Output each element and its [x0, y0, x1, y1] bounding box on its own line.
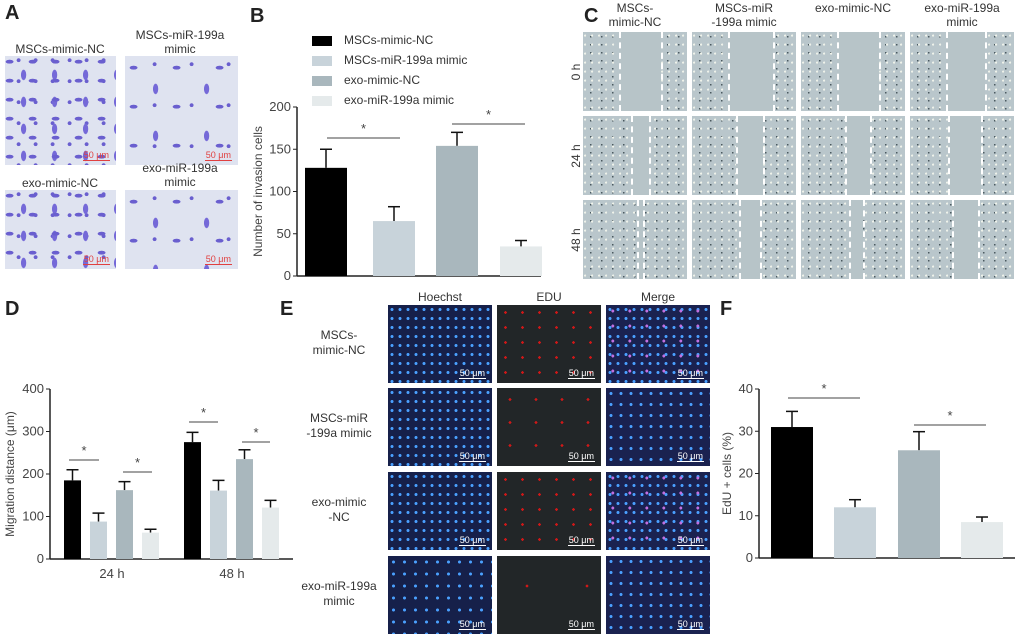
bar — [898, 450, 940, 558]
fluorescence-image: 50 μm — [606, 472, 710, 550]
x-tick-label: 48 h — [219, 566, 244, 581]
significance-star: * — [201, 405, 206, 420]
edu-column-label: Hoechst — [417, 290, 463, 304]
scratch-column-label: exo-mimic-NC — [815, 1, 891, 15]
legend-item-2: MSCs-miR-199a mimic — [312, 53, 467, 67]
panel-label-a: A — [5, 2, 20, 24]
y-axis-label: Migration distance (μm) — [3, 411, 17, 537]
fluorescence-image: 50 μm — [606, 305, 710, 383]
significance-star: * — [947, 408, 952, 423]
bar — [90, 521, 107, 559]
y-tick-label: 0 — [284, 268, 291, 283]
y-tick-label: 100 — [22, 509, 44, 524]
edu-column-label: Merge — [640, 290, 675, 304]
y-tick-label: 0 — [746, 550, 753, 565]
scratch-column-label: MSCs-miR -199a mimic — [711, 1, 777, 29]
fluorescence-image: 50 μm — [497, 472, 601, 550]
invasion-image-exo-mir199a: 50 μm — [125, 190, 238, 269]
panel-a-caption-3: exo-mimic-NC — [22, 176, 98, 190]
significance-star: * — [821, 381, 826, 396]
fluorescence-image: 50 μm — [388, 305, 492, 383]
bar — [236, 459, 253, 559]
y-tick-label: 100 — [269, 184, 291, 199]
scratch-image — [692, 116, 796, 195]
panel-a-caption-1: MSCs-mimic-NC — [15, 42, 105, 56]
panel-label-f: F — [720, 298, 733, 320]
y-tick-label: 30 — [739, 423, 753, 438]
fluorescence-image: 50 μm — [388, 556, 492, 634]
edu-column-label: EDU — [536, 290, 562, 304]
scratch-image — [583, 32, 687, 111]
legend-item-3: exo-mimic-NC — [312, 73, 420, 87]
bar — [64, 480, 81, 559]
y-tick-label: 20 — [739, 466, 753, 481]
bar — [305, 167, 347, 276]
y-tick-label: 10 — [739, 508, 753, 523]
y-tick-label: 40 — [739, 381, 753, 396]
invasion-image-mscs-mir199a: 50 μm — [125, 56, 238, 165]
y-tick-label: 400 — [22, 381, 44, 396]
significance-star: * — [135, 455, 140, 470]
fluorescence-image: 50 μm — [606, 388, 710, 466]
scratch-image — [583, 200, 687, 279]
y-tick-label: 200 — [269, 99, 291, 114]
scratch-image — [583, 116, 687, 195]
edu-row-label: exo-mimic -NC — [311, 495, 367, 524]
fluorescence-image: 50 μm — [497, 305, 601, 383]
scratch-image — [801, 200, 905, 279]
x-tick-label: 24 h — [99, 566, 124, 581]
fluorescence-image: 50 μm — [388, 472, 492, 550]
significance-star: * — [486, 107, 491, 122]
panel-label-c: C — [584, 5, 599, 27]
edu-row-label: exo-miR-199a mimic — [301, 579, 377, 608]
scratch-image — [910, 116, 1014, 195]
scratch-column-label: MSCs-mimic-NC — [608, 1, 662, 29]
fluorescence-image: 50 μm — [388, 388, 492, 466]
bar — [771, 427, 813, 558]
bar — [436, 145, 478, 276]
panel-label-e: E — [280, 298, 294, 320]
bar — [961, 522, 1003, 558]
bar — [834, 507, 876, 558]
bar — [184, 442, 201, 559]
panel-label-b: B — [250, 5, 265, 27]
legend-item-4: exo-miR-199a mimic — [312, 93, 454, 107]
y-tick-label: 50 — [277, 226, 291, 241]
fluorescence-image: 50 μm — [606, 556, 710, 634]
significance-star: * — [81, 443, 86, 458]
scratch-image — [910, 32, 1014, 111]
scratch-image — [910, 200, 1014, 279]
scratch-column-label: exo-miR-199a mimic — [924, 1, 1000, 29]
panel-a-caption-4: exo-miR-199a mimic — [142, 161, 218, 189]
scratch-image — [801, 116, 905, 195]
y-tick-label: 200 — [22, 466, 44, 481]
bar — [262, 507, 279, 559]
bar — [116, 490, 133, 559]
panel-a-caption-2: MSCs-miR-199a mimic — [135, 28, 225, 56]
fluorescence-image: 50 μm — [497, 388, 601, 466]
scratch-image — [801, 32, 905, 111]
scratch-image — [692, 200, 796, 279]
bar — [373, 221, 415, 276]
y-axis-label: EdU + cells (%) — [720, 432, 734, 515]
bar — [142, 532, 159, 559]
edu-row-label: MSCs-miR -199a mimic — [306, 411, 372, 440]
edu-row-label: MSCs-mimic-NC — [312, 328, 366, 357]
fluorescence-image: 50 μm — [497, 556, 601, 634]
y-tick-label: 150 — [269, 141, 291, 156]
y-tick-label: 0 — [37, 551, 44, 566]
significance-star: * — [253, 425, 258, 440]
y-tick-label: 300 — [22, 424, 44, 439]
y-axis-label: Number of invasion cells — [251, 126, 265, 257]
panel-label-d: D — [5, 298, 20, 320]
legend-item-1: MSCs-mimic-NC — [312, 33, 433, 47]
significance-star: * — [361, 121, 366, 136]
scratch-image — [692, 32, 796, 111]
bar — [500, 246, 542, 276]
invasion-image-exo-mimic-nc: 50 μm — [5, 190, 116, 269]
bar — [210, 490, 227, 559]
invasion-image-mscs-mimic-nc: 50 μm — [5, 56, 116, 165]
